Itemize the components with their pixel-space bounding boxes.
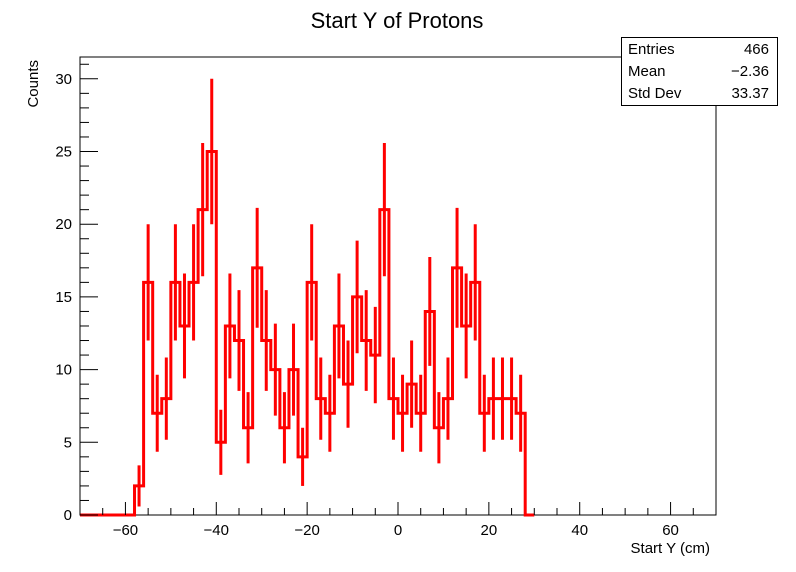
x-tick-label: 0 bbox=[394, 522, 402, 539]
x-tick-label: 20 bbox=[481, 522, 498, 539]
x-tick-label: 60 bbox=[662, 522, 679, 539]
x-axis-label: Start Y (cm) bbox=[631, 540, 710, 557]
y-tick-label: 20 bbox=[55, 216, 72, 233]
histogram-step-line bbox=[80, 150, 535, 517]
stats-mean-value: −2.36 bbox=[731, 63, 769, 80]
x-tick-label: −40 bbox=[204, 522, 229, 539]
stats-stddev-value: 33.37 bbox=[731, 85, 769, 102]
axes: −60 −40 −20 0 20 40 60 0 5 10 15 20 25 30 bbox=[55, 63, 717, 539]
x-tick-label: 40 bbox=[571, 522, 588, 539]
y-tick-label: 30 bbox=[55, 71, 72, 88]
stats-mean-label: Mean bbox=[628, 63, 666, 80]
y-tick-label: 15 bbox=[55, 289, 72, 306]
stats-entries-label: Entries bbox=[628, 41, 675, 58]
y-tick-label: 10 bbox=[55, 362, 72, 379]
stats-stddev-label: Std Dev bbox=[628, 85, 682, 102]
stats-stddev-row: Std Dev 33.37 bbox=[628, 83, 769, 105]
y-tick-label: 5 bbox=[64, 434, 72, 451]
stats-entries-value: 466 bbox=[743, 41, 769, 58]
y-tick-label: 0 bbox=[64, 507, 72, 524]
x-tick-label: −20 bbox=[294, 522, 319, 539]
stats-mean-row: Mean −2.36 bbox=[628, 61, 769, 83]
stats-entries-row: Entries 466 bbox=[628, 39, 769, 61]
histogram-series bbox=[80, 78, 535, 517]
y-axis-label: Counts bbox=[25, 60, 42, 108]
chart-title: Start Y of Protons bbox=[311, 8, 484, 33]
y-tick-label: 25 bbox=[55, 144, 72, 161]
x-tick-label: −60 bbox=[113, 522, 138, 539]
statistics-box: Entries 466 Mean −2.36 Std Dev 33.37 bbox=[621, 37, 778, 106]
